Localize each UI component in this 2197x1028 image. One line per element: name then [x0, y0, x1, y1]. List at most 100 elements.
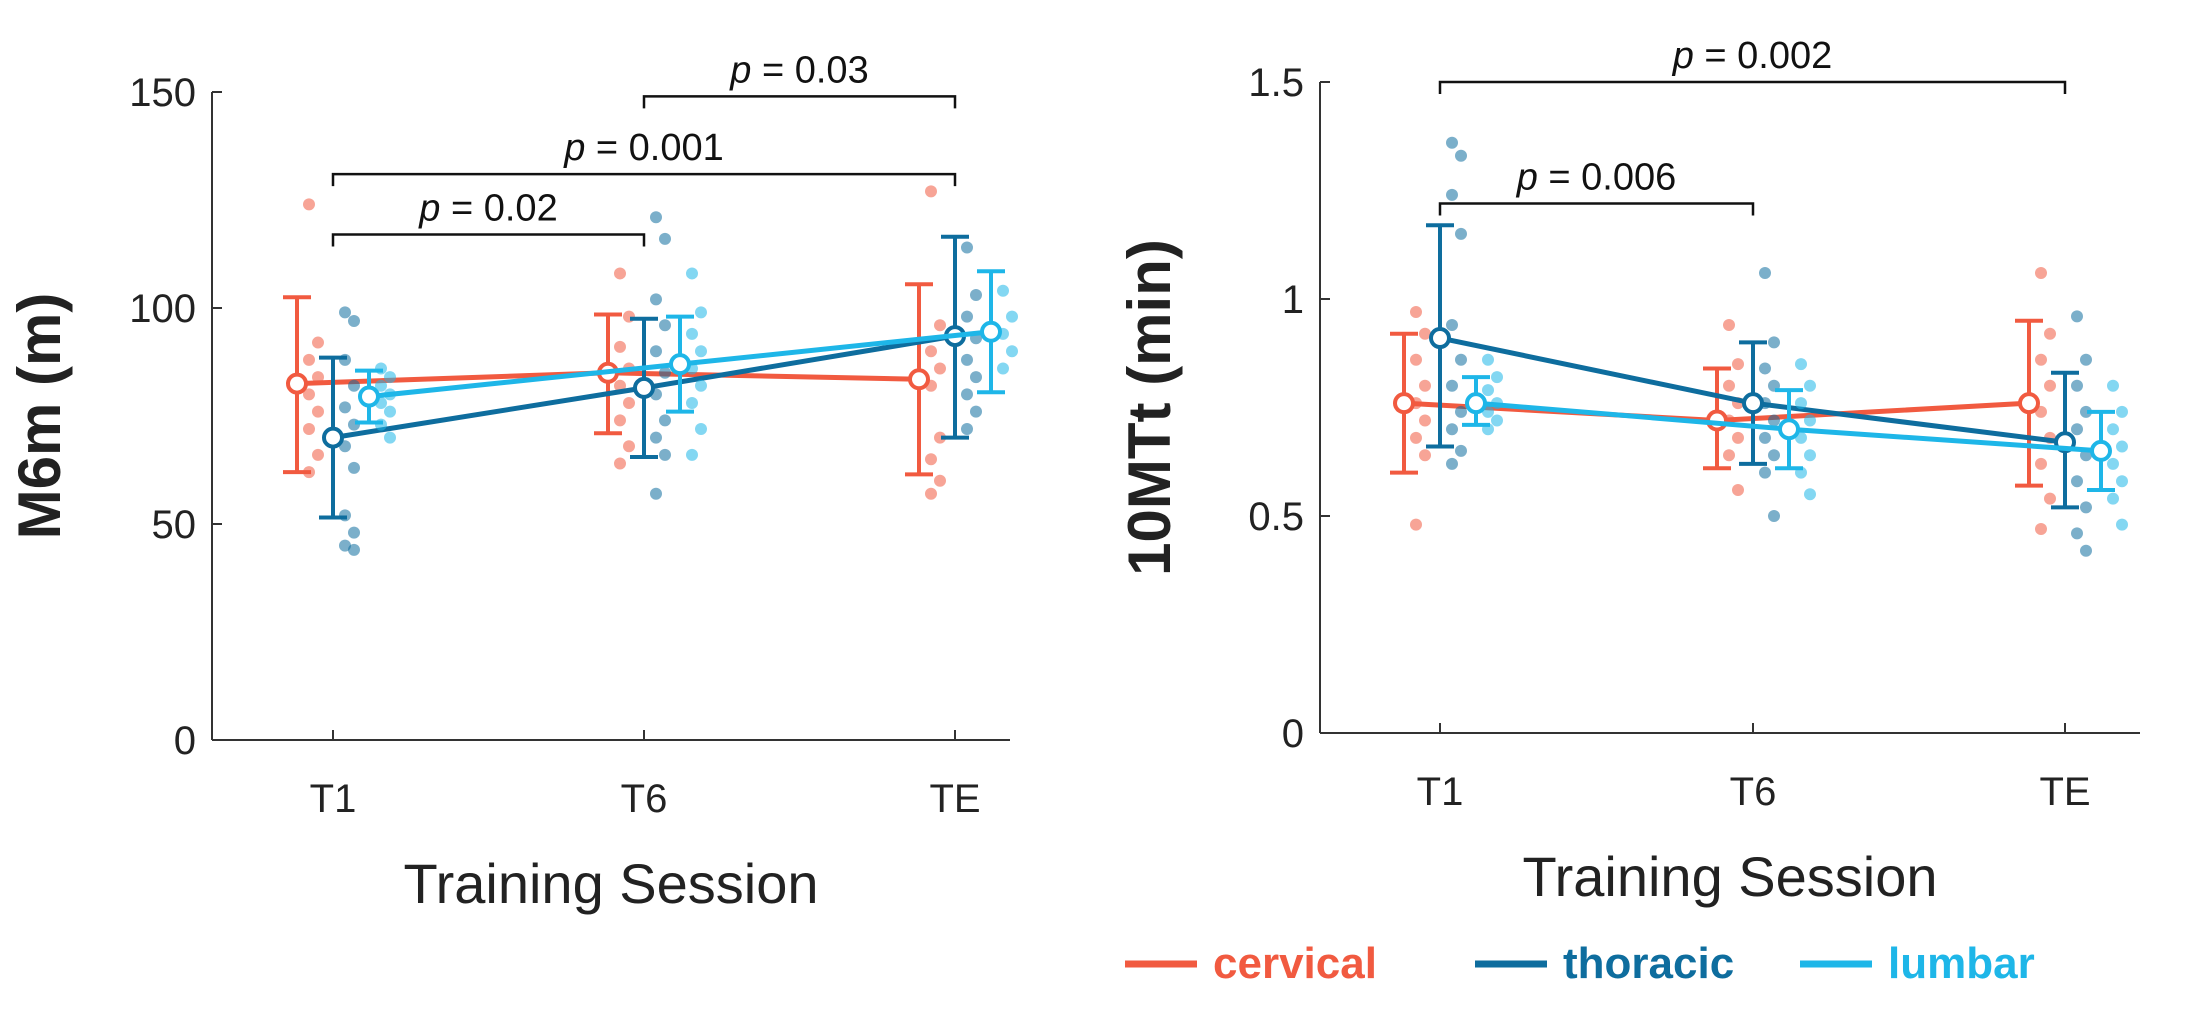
cervical-point [1732, 483, 1744, 496]
thoracic-point [1446, 423, 1458, 436]
cervical-point [614, 414, 626, 427]
thoracic-point [2080, 353, 2092, 366]
cervical-point [614, 340, 626, 353]
lumbar-point [375, 362, 387, 375]
thoracic-mean-marker [322, 426, 344, 449]
significance-label: p = 0.002 [1672, 35, 1833, 77]
thoracic-mean-marker [1429, 327, 1451, 350]
thoracic-point [970, 371, 982, 384]
x-tick-label: T6 [1730, 770, 1777, 814]
cervical-mean-marker [1393, 392, 1415, 415]
cervical-point [925, 453, 937, 466]
cervical-point [614, 267, 626, 280]
y-tick-label: 1.5 [1248, 61, 1304, 105]
thoracic-point [650, 345, 662, 358]
lumbar-point [686, 327, 698, 340]
legend-label-lumbar: lumbar [1888, 939, 2035, 988]
thoracic-point [961, 241, 973, 254]
thoracic-point [650, 293, 662, 306]
lumbar-mean-marker [980, 320, 1002, 343]
legend: cervical thoracic lumbar [1125, 939, 2035, 988]
thoracic-point [1759, 266, 1771, 279]
thoracic-point [339, 353, 351, 366]
thoracic-point [348, 543, 360, 556]
lumbar-point [997, 284, 1009, 297]
thoracic-point [1455, 444, 1467, 457]
legend-label-cervical: cervical [1213, 939, 1377, 988]
lumbar-point [2107, 423, 2119, 436]
thoracic-point [2071, 379, 2083, 392]
thoracic-point [1446, 319, 1458, 332]
cervical-point [623, 397, 635, 410]
cervical-point [623, 310, 635, 323]
cervical-mean-marker [908, 368, 930, 391]
thoracic-point [659, 319, 671, 332]
thoracic-point [348, 461, 360, 474]
lumbar-mean-marker [669, 353, 691, 376]
thoracic-point [1759, 466, 1771, 479]
cervical-point [1723, 319, 1735, 332]
lumbar-mean-marker [1465, 392, 1487, 415]
lumbar-point [1482, 353, 1494, 366]
panel-m6m: 0 50 100 150 T1 T6 TE Training Session M6m (m) p … [6, 49, 1018, 915]
significance-label: p = 0.006 [1516, 157, 1677, 199]
x-tick-label: T1 [1417, 770, 1464, 814]
cervical-point [1410, 306, 1422, 319]
thoracic-point [1446, 457, 1458, 470]
x-axis-label: Training Session [403, 852, 818, 915]
thoracic-point [348, 314, 360, 327]
significance-bracket [331, 233, 646, 247]
cervical-point [312, 405, 324, 418]
cervical-point [1419, 379, 1431, 392]
y-tick-label: 150 [129, 71, 196, 115]
thoracic-point [1446, 188, 1458, 201]
cervical-mean-marker [286, 372, 308, 395]
thoracic-point [659, 232, 671, 245]
lumbar-point [695, 306, 707, 319]
thoracic-point [1768, 510, 1780, 522]
y-tick-label: 50 [152, 503, 197, 547]
cervical-point [1410, 518, 1422, 531]
cervical-point [1419, 327, 1431, 340]
significance-bracket [1438, 80, 2067, 94]
thoracic-point [1455, 405, 1467, 418]
significance-bracket [331, 172, 957, 187]
thoracic-point [1768, 449, 1780, 462]
thoracic-point [1446, 136, 1458, 149]
lumbar-point [2116, 518, 2128, 531]
significance-bracket [1438, 202, 1755, 216]
thoracic-point [961, 353, 973, 366]
lumbar-point [1804, 379, 1816, 392]
thoracic-point [1455, 227, 1467, 240]
significance-label: p = 0.001 [563, 127, 724, 169]
lumbar-point [1006, 345, 1018, 358]
lumbar-point [695, 422, 707, 435]
thoracic-point [659, 448, 671, 461]
cervical-point [614, 457, 626, 470]
lumbar-point [2107, 492, 2119, 505]
lumbar-point [1804, 488, 1816, 501]
cervical-point [2035, 266, 2047, 279]
lumbar-point [384, 371, 396, 384]
cervical-point [2044, 492, 2056, 505]
lumbar-point [384, 405, 396, 418]
cervical-point [2044, 327, 2056, 340]
lumbar-point [1804, 414, 1816, 427]
thoracic-mean-marker [1742, 392, 1764, 415]
lumbar-point [375, 418, 387, 431]
lumbar-point [695, 345, 707, 358]
lumbar-point [2116, 440, 2128, 453]
lumbar-point [2116, 475, 2128, 488]
significance-bracket [642, 95, 957, 109]
thoracic-point [961, 388, 973, 401]
thoracic-point [1759, 431, 1771, 444]
cervical-point [1732, 358, 1744, 371]
cervical-point [934, 362, 946, 375]
lumbar-point [686, 448, 698, 461]
thoracic-point [961, 422, 973, 435]
cervical-point [312, 371, 324, 384]
x-tick-label: T6 [621, 777, 668, 821]
thoracic-point [650, 487, 662, 500]
thoracic-point [659, 366, 671, 379]
